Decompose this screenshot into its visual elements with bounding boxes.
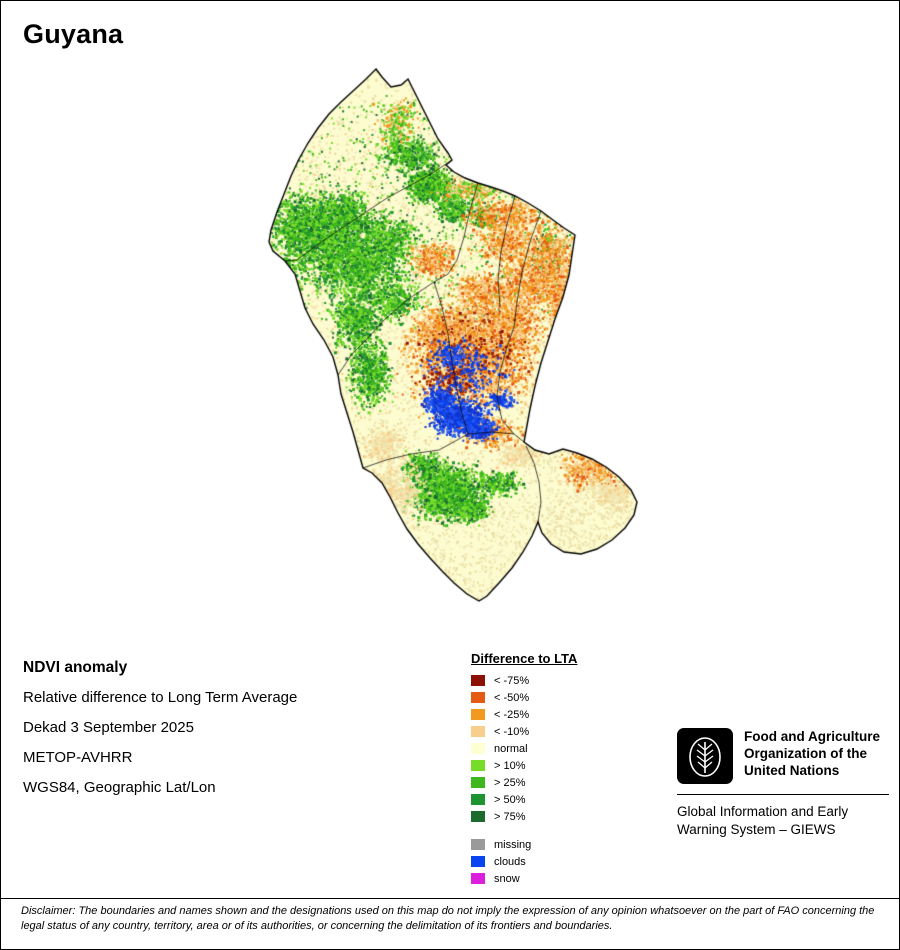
page-title: Guyana [23,19,124,49]
disclaimer-text: Disclaimer: The boundaries and names sho… [21,905,875,933]
legend-main-list: < -75% < -50% < -25% < -10% normal > 10% > 25%… [471,674,577,823]
legend-swatch [471,873,485,884]
fao-footer-block: Food and Agriculture Organization of the… [677,728,889,838]
legend-swatch [471,675,485,686]
legend-item: > 10% [471,759,577,772]
legend-item-label: missing [494,838,532,851]
legend-swatch [471,743,485,754]
legend-item: < -25% [471,708,577,721]
legend-swatch [471,794,485,805]
legend-item: < -50% [471,691,577,704]
legend-swatch [471,760,485,771]
legend: Difference to LTA < -75% < -50% < -25% < -1… [471,651,577,890]
legend-item: clouds [471,855,577,868]
legend-swatch [471,839,485,850]
fao-logo-icon [677,728,733,784]
disclaimer-divider [1,898,899,899]
legend-swatch [471,811,485,822]
legend-item-label: < -10% [494,725,530,738]
legend-item-label: snow [494,872,520,885]
legend-item: > 50% [471,793,577,806]
info-line: METOP-AVHRR [23,749,133,766]
legend-item-label: < -25% [494,708,530,721]
legend-item: < -75% [471,674,577,687]
legend-item-label: normal [494,742,528,755]
legend-item: snow [471,872,577,885]
legend-swatch [471,692,485,703]
legend-item: < -10% [471,725,577,738]
info-line: Dekad 3 September 2025 [23,719,194,736]
legend-swatch [471,777,485,788]
legend-swatch [471,856,485,867]
legend-extra-list: missing clouds snow [471,838,577,885]
legend-item: normal [471,742,577,755]
legend-item-label: < -75% [494,674,530,687]
fao-divider [677,794,889,795]
legend-item-label: > 75% [494,810,526,823]
legend-item: missing [471,838,577,851]
legend-item-label: < -50% [494,691,530,704]
legend-item-label: > 10% [494,759,526,772]
giews-name: Global Information and Early Warning Sys… [677,804,849,837]
info-line: WGS84, Geographic Lat/Lon [23,779,216,796]
map-info-block: NDVI anomaly Relative difference to Long… [23,653,297,803]
info-heading: NDVI anomaly [23,659,128,676]
legend-item: > 25% [471,776,577,789]
legend-item-label: > 50% [494,793,526,806]
fao-org-name: Food and Agriculture Organization of the… [744,729,880,778]
legend-item-label: > 25% [494,776,526,789]
info-line: Relative difference to Long Term Average [23,689,298,706]
legend-item-label: clouds [494,855,526,868]
legend-item: > 75% [471,810,577,823]
legend-swatch [471,709,485,720]
legend-swatch [471,726,485,737]
legend-title: Difference to LTA [471,651,578,666]
